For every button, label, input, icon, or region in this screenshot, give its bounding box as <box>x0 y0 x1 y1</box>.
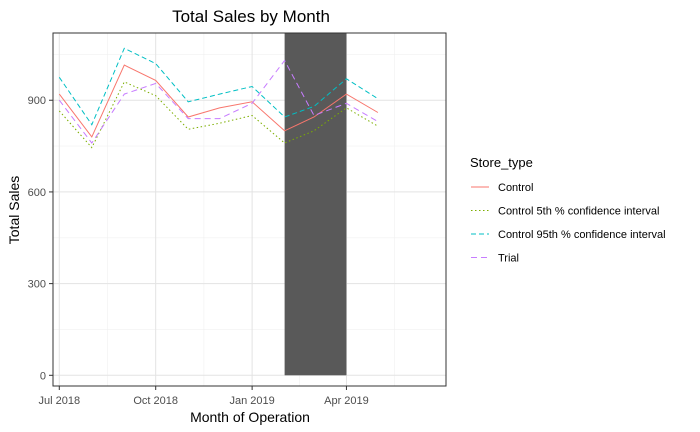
highlight-band-layer <box>284 33 347 376</box>
legend-label-1: Control 5th % confidence interval <box>498 206 659 218</box>
highlight-band <box>284 33 347 376</box>
y-tick-label: 300 <box>28 279 46 291</box>
series-line-1 <box>58 81 379 149</box>
x-axis-title: Month of Operation <box>190 409 310 425</box>
y-tick-label: 600 <box>28 187 46 199</box>
x-tick-label: Jan 2019 <box>229 395 274 407</box>
legend-title: Store_type <box>470 155 533 170</box>
plot-panel <box>53 33 446 386</box>
grid <box>53 33 446 386</box>
x-tick-label: Apr 2019 <box>324 395 369 407</box>
legend: Store_type Control Control 5th % confiden… <box>470 155 666 265</box>
legend-label-0: Control <box>498 182 533 194</box>
axes: 0 300 600 900 Jul 2018 Oct 2018 Jan 2019 Apr 20… <box>28 95 369 407</box>
y-axis-title: Total Sales <box>6 176 22 244</box>
series-line-3 <box>58 59 379 144</box>
y-tick-label: 900 <box>28 95 46 107</box>
x-tick-label: Jul 2018 <box>38 395 80 407</box>
series-layer <box>58 47 379 149</box>
x-tick-label: Oct 2018 <box>133 395 178 407</box>
series-line-2 <box>58 47 379 126</box>
y-tick-label: 0 <box>40 370 46 382</box>
series-line-0 <box>58 64 379 138</box>
legend-label-2: Control 95th % confidence interval <box>498 229 666 241</box>
plot-border <box>52 32 447 387</box>
chart-title: Total Sales by Month <box>172 7 330 26</box>
legend-label-3: Trial <box>498 253 519 265</box>
